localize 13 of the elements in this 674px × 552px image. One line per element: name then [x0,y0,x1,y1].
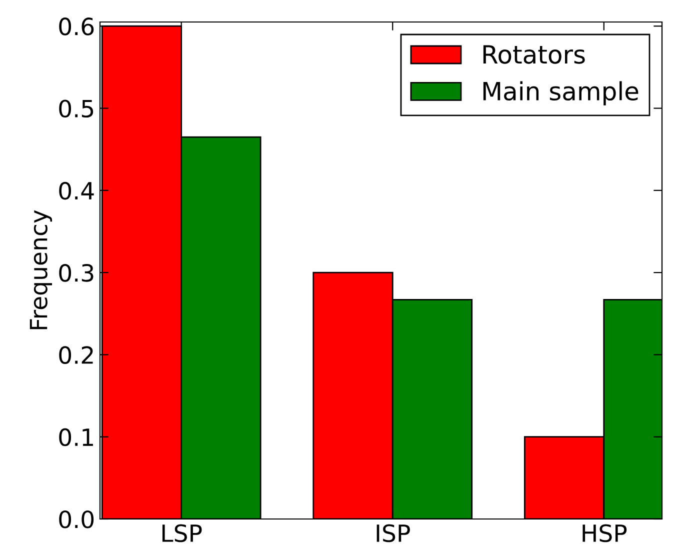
x-tick-label: ISP [376,524,410,542]
y-tick-label: 0.4 [59,182,94,200]
x-tick-label: LSP [162,524,202,542]
y-tick-label: 0.6 [59,18,94,36]
y-tick-label: 0.1 [59,428,93,446]
y-axis-title: Frequency [30,210,52,330]
legend-label: Main sample [483,81,638,106]
legend-label: Rotators [483,45,585,64]
y-tick-label: 0.2 [59,346,93,364]
x-tick-label: HSP [582,524,627,542]
y-tick-label: 0.3 [59,264,94,282]
y-tick-label: 0.5 [59,100,94,118]
y-tick-label: 0.0 [59,510,94,528]
